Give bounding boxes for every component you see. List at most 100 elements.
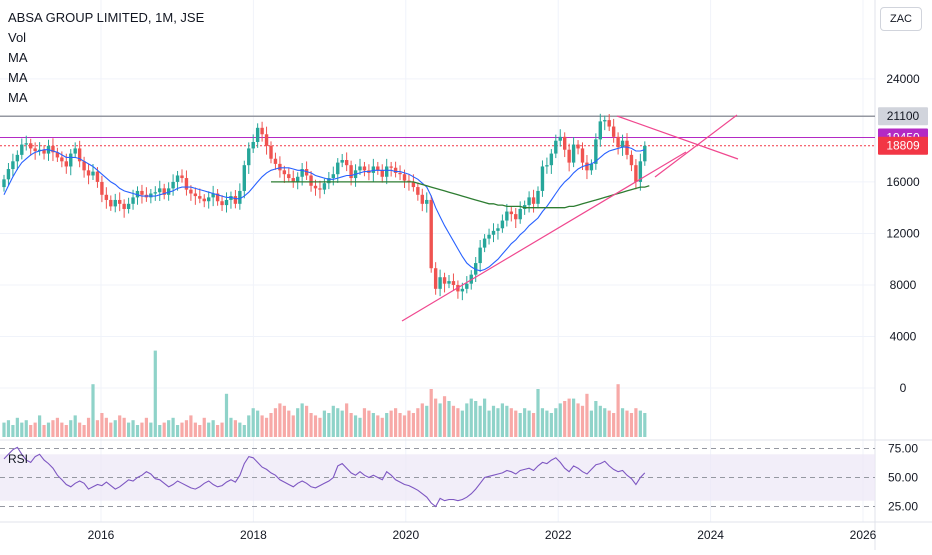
candle-body — [211, 193, 215, 198]
volume-bar — [554, 408, 558, 437]
indicator-ma-3[interactable]: MA — [8, 90, 28, 105]
volume-bar — [224, 393, 229, 437]
volume-bar — [69, 420, 73, 437]
volume-bar — [563, 401, 567, 437]
volume-bar — [2, 422, 6, 437]
volume-bar — [549, 413, 553, 437]
rsi-series — [3, 446, 646, 508]
volume-bar — [233, 420, 237, 437]
volume-bar — [491, 405, 496, 437]
rsi-tick-label: 25.00 — [888, 500, 918, 514]
candle-body — [589, 163, 594, 171]
volume-bar — [607, 410, 611, 437]
volume-bar — [380, 417, 384, 437]
price-tick-label: 16000 — [886, 175, 920, 189]
volume-bar — [496, 408, 500, 437]
candle-body — [393, 167, 398, 173]
candle-body — [247, 148, 251, 166]
volume-bar — [536, 389, 540, 437]
indicator-ma-1[interactable]: MA — [8, 50, 28, 65]
candle-body — [20, 144, 24, 155]
volume-bar — [629, 413, 634, 437]
volume-bar — [576, 403, 580, 437]
candle-body — [638, 161, 643, 182]
volume-bar — [411, 413, 415, 437]
volume-bar — [362, 408, 367, 437]
volume-bar — [580, 405, 585, 437]
candle-body — [416, 187, 420, 195]
candle-body — [336, 162, 340, 175]
currency-button[interactable]: ZAC — [880, 7, 922, 31]
candle-body — [104, 194, 109, 200]
candle-body — [425, 199, 429, 204]
volume-bar — [416, 408, 420, 437]
volume-bar — [131, 420, 135, 437]
volume-bar — [211, 420, 215, 437]
candle-body — [309, 175, 313, 186]
volume-bar — [469, 398, 473, 437]
rsi-background-band — [0, 454, 875, 501]
volume-bar — [442, 396, 447, 437]
candle-body — [442, 277, 447, 284]
candle-body — [509, 211, 513, 215]
indicator-ma-2[interactable]: MA — [8, 70, 28, 85]
volume-bar — [460, 410, 464, 437]
volume-bar — [438, 403, 442, 437]
volume-bar — [273, 408, 278, 437]
candle-body — [251, 141, 255, 149]
candle-body — [411, 181, 416, 188]
candle-body — [82, 161, 86, 171]
rsi-tick-label: 50.00 — [888, 471, 918, 485]
volume-bar — [500, 403, 504, 437]
candle-body — [140, 190, 144, 195]
candle-body — [184, 178, 189, 190]
candle-body — [376, 166, 380, 171]
candle-body — [189, 189, 193, 194]
rsi-line — [3, 446, 646, 508]
volume-bar — [82, 425, 86, 437]
candle-body — [287, 174, 291, 179]
volume-bar — [118, 415, 122, 437]
candle-body — [385, 166, 389, 177]
volume-bar — [572, 398, 576, 437]
candle-body — [429, 199, 433, 269]
volume-bar — [420, 403, 424, 437]
candle-body — [215, 193, 220, 202]
volume-bar — [162, 422, 166, 437]
candle-body — [171, 181, 175, 189]
volume-bar — [15, 417, 19, 437]
volume-bar — [11, 425, 15, 437]
candle-body — [296, 176, 300, 182]
candle-body — [438, 277, 442, 289]
candle-body — [42, 149, 46, 154]
volume-bar — [483, 398, 487, 437]
candle-body — [2, 179, 6, 188]
candle-body — [86, 170, 91, 176]
volume-bar — [207, 422, 211, 437]
candle-body — [60, 157, 64, 162]
price-label-box — [878, 136, 928, 155]
indicator-vol[interactable]: Vol — [8, 30, 27, 45]
breakout-trendline — [654, 114, 738, 178]
candle-body — [398, 172, 402, 175]
rsi-tick-label: 75.00 — [888, 442, 918, 456]
rsi-label[interactable]: RSI — [8, 452, 29, 466]
candle-body — [175, 175, 180, 182]
candle-body — [563, 136, 567, 150]
volume-bar — [634, 408, 638, 437]
candle-body — [380, 170, 384, 177]
volume-bar — [189, 415, 193, 437]
price-tick-label: 24000 — [886, 72, 920, 86]
candle-body — [505, 211, 509, 221]
candle-body — [69, 153, 73, 167]
symbol-title[interactable]: ABSA GROUP LIMITED, 1M, JSE — [8, 10, 205, 25]
volume-bar — [140, 422, 144, 437]
volume-bar — [260, 415, 264, 437]
candle-body — [255, 127, 260, 142]
volume-bar — [523, 408, 527, 437]
volume-bar — [407, 410, 411, 437]
time-tick-label: 2018 — [240, 528, 267, 542]
candle-body — [545, 165, 549, 167]
